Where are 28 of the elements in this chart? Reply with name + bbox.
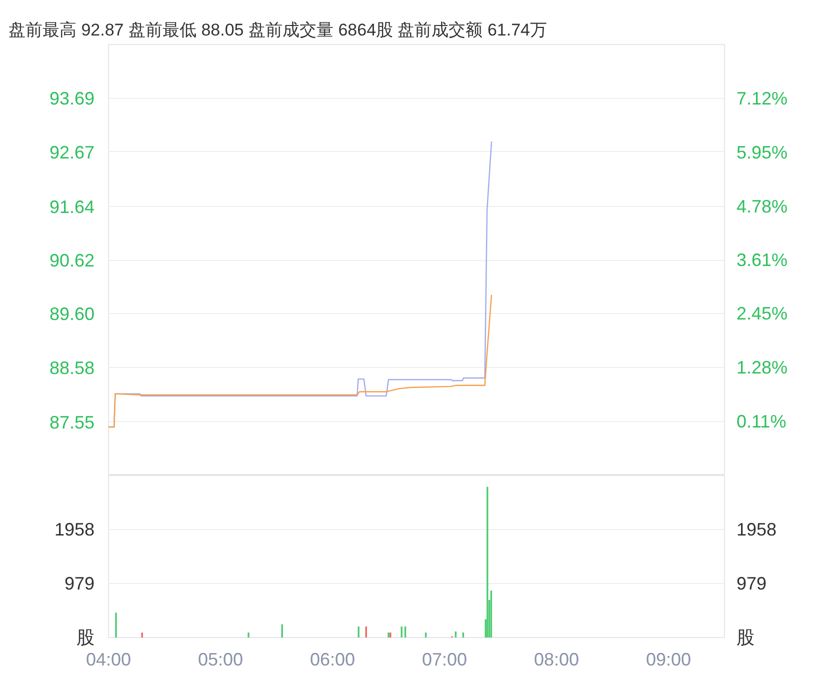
y2-tick-label: 1.28% (736, 358, 788, 378)
chart-title: 盘前最高 92.87 盘前最低 88.05 盘前成交量 6864股 盘前成交额 61.74万 (8, 20, 548, 40)
y-tick-label: 93.69 (49, 88, 95, 109)
y2-tick-label: 3.61% (736, 250, 788, 270)
x-tick-label: 04:00 (86, 650, 132, 670)
x-tick-label: 06:00 (310, 650, 356, 670)
y-tick-label: 89.60 (49, 304, 95, 324)
x-tick-label: 09:00 (646, 650, 692, 670)
y-tick-label: 股 (76, 628, 94, 648)
line-series (108, 294, 492, 428)
x-tick-label: 07:00 (422, 650, 468, 670)
y2-tick-label: 2.45% (736, 304, 788, 324)
y2-tick-label: 4.78% (736, 196, 788, 216)
y2-tick-label: 0.11% (736, 412, 786, 432)
x-tick-label: 05:00 (198, 650, 244, 670)
y2-tick-label: 5.95% (736, 142, 788, 162)
y2-tick-label: 7.12% (736, 88, 788, 108)
y-tick-label: 88.58 (49, 358, 95, 378)
x-tick-label: 08:00 (534, 650, 580, 670)
y2-tick-label: 股 (736, 628, 754, 648)
y-tick-label: 91.64 (49, 196, 95, 217)
y-tick-label: 87.55 (49, 412, 95, 432)
y2-tick-label: 979 (736, 574, 767, 594)
y-tick-label: 979 (64, 574, 95, 594)
y-tick-label: 92.67 (49, 142, 95, 162)
y-tick-label: 1958 (54, 520, 95, 540)
y2-tick-label: 1958 (736, 520, 777, 540)
y-tick-label: 90.62 (49, 250, 95, 270)
